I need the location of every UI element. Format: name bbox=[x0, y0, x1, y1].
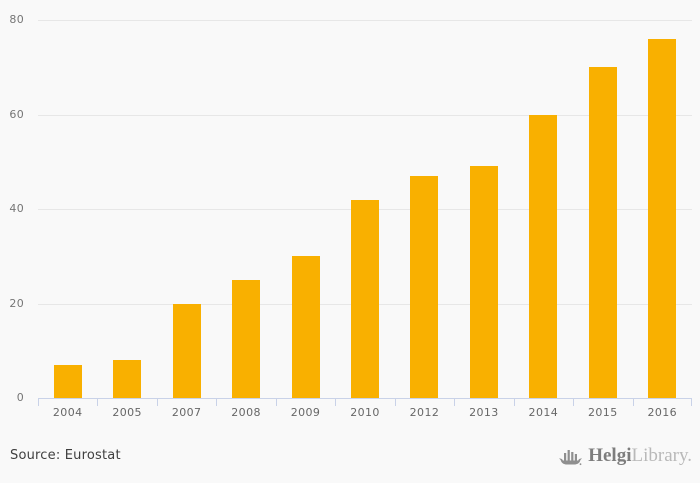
brand-helgi: Helgi bbox=[588, 445, 632, 466]
x-axis-tick bbox=[97, 398, 98, 406]
source-label: Source: Eurostat bbox=[10, 448, 121, 463]
x-axis-tick-label: 2016 bbox=[647, 406, 678, 419]
bar-2010 bbox=[351, 199, 379, 398]
x-axis-tick-label: 2010 bbox=[350, 406, 380, 419]
y-axis-tick-label: 60 bbox=[9, 107, 24, 121]
x-axis-tick bbox=[335, 398, 336, 406]
x-axis-tick-label: 2009 bbox=[290, 406, 321, 419]
helgi-ship-icon bbox=[559, 444, 583, 468]
x-axis-tick-label: 2008 bbox=[231, 406, 261, 419]
x-axis-tick bbox=[514, 398, 515, 406]
x-axis-tick bbox=[157, 398, 158, 406]
gridline-y80 bbox=[38, 20, 692, 21]
y-axis-tick-label: 40 bbox=[9, 202, 24, 215]
x-axis-tick bbox=[395, 398, 396, 406]
x-axis-tick-label: 2004 bbox=[52, 406, 83, 419]
x-axis-tick-label: 2005 bbox=[112, 406, 142, 419]
x-axis-tick bbox=[633, 398, 634, 406]
bar-2014 bbox=[529, 114, 558, 398]
x-axis-tick bbox=[573, 398, 574, 406]
x-axis-tick-label: 2013 bbox=[469, 406, 499, 419]
brand-wordmark: HelgiLibrary. bbox=[588, 443, 692, 469]
x-axis-tick bbox=[691, 398, 692, 406]
x-axis-line bbox=[38, 398, 692, 399]
x-axis-tick-label: 2014 bbox=[528, 406, 559, 419]
helgi-library-logo[interactable]: HelgiLibrary. bbox=[559, 443, 692, 469]
x-axis-tick-label: 2012 bbox=[409, 406, 440, 419]
bar-2004 bbox=[53, 364, 82, 398]
x-axis-tick-label: 2015 bbox=[588, 406, 618, 419]
bar-2005 bbox=[113, 360, 142, 398]
y-axis-tick-label: 80 bbox=[9, 13, 24, 26]
gridline-y60 bbox=[38, 114, 692, 116]
bar-2013 bbox=[469, 166, 498, 398]
bar-2012 bbox=[410, 175, 439, 398]
bar-2009 bbox=[291, 256, 320, 398]
bar-2015 bbox=[588, 67, 617, 398]
bar-2007 bbox=[172, 303, 201, 398]
bar-2008 bbox=[232, 279, 261, 398]
brand-library: Library. bbox=[631, 445, 693, 466]
x-axis-tick bbox=[276, 398, 277, 406]
x-axis-tick bbox=[454, 398, 455, 406]
y-axis-tick-label: 0 bbox=[16, 391, 24, 404]
x-axis-tick bbox=[38, 398, 39, 406]
x-axis-tick-label: 2007 bbox=[171, 406, 202, 419]
bar-2016 bbox=[648, 38, 677, 398]
plot-area bbox=[38, 20, 692, 406]
x-axis-tick bbox=[216, 398, 217, 406]
y-axis-tick-label: 20 bbox=[9, 296, 24, 310]
